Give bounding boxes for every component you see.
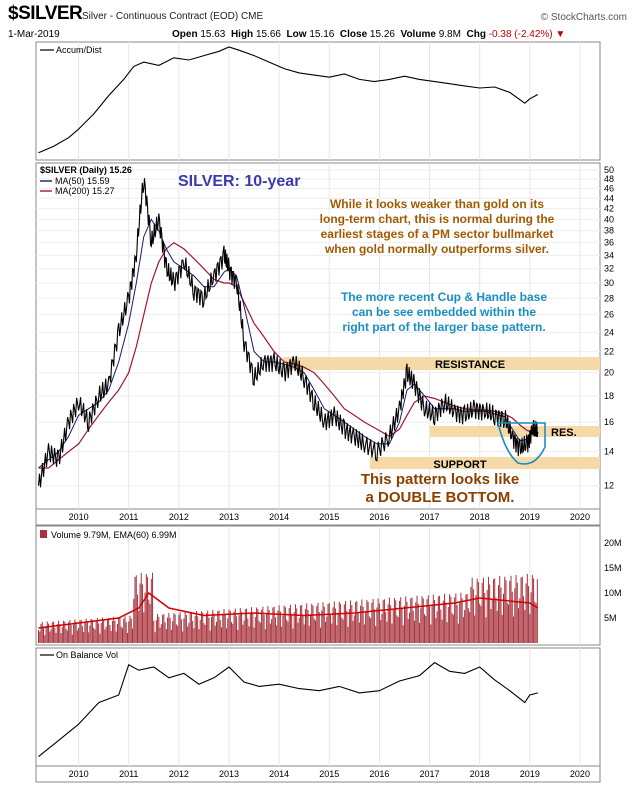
symbol-description: Silver - Continuous Contract (EOD) CME [82,11,264,22]
price-tick-label: 44 [604,193,614,203]
volume-ema-line [38,591,539,629]
svg-text:MA(50) 15.59: MA(50) 15.59 [55,176,110,186]
year-label: 2016 [369,512,389,522]
svg-text:MA(200) 15.27: MA(200) 15.27 [55,186,115,196]
year-label: 2011 [119,512,138,522]
accum-dist-panel [35,41,601,161]
price-legend: $SILVER (Daily) 15.26 MA(50) 15.59 MA(20… [40,165,132,196]
svg-text:right part of the larger base: right part of the larger base pattern. [342,320,545,334]
ohlc-summary: Open 15.63 High 15.66 Low 15.16 Close 15… [172,29,566,40]
year-label: 2012 [169,769,189,779]
volume-tick-label: 15M [604,563,622,573]
comment-weak-vs-gold: While it looks weaker than gold on its l… [320,197,555,256]
svg-text:$SILVER (Daily) 15.26: $SILVER (Daily) 15.26 [40,165,132,175]
resistance-label: RESISTANCE [435,359,505,371]
svg-text:earliest stages of a PM sector: earliest stages of a PM sector bullmarke… [321,227,554,241]
xaxis-strip-2 [35,765,601,783]
year-label: 2018 [470,769,490,779]
price-tick-label: 18 [604,391,614,401]
resistance-band [283,357,600,370]
price-tick-label: 26 [604,310,614,320]
svg-text:The more recent Cup & Handle b: The more recent Cup & Handle base [341,290,547,304]
year-label: 2017 [420,769,440,779]
year-label: 2018 [470,512,490,522]
year-label: 2011 [119,769,138,779]
year-label: 2014 [269,512,289,522]
svg-text:While it looks weaker than gol: While it looks weaker than gold on its [330,197,544,211]
year-label: 2019 [520,512,540,522]
double-bottom-comment: This pattern looks like a DOUBLE BOTTOM. [361,471,519,506]
symbol-title: $SILVER [8,3,83,24]
price-line [37,178,539,488]
chart-annotation-title: SILVER: 10-year [178,173,300,190]
year-label: 2013 [219,512,239,522]
year-label: 2020 [570,769,590,779]
price-tick-label: 32 [604,264,614,274]
svg-text:can be see embedded within the: can be see embedded within the [352,305,536,319]
xaxis-strip-1 [35,508,601,526]
volume-tick-label: 20M [604,538,622,548]
svg-text:Volume 9.79M, EMA(60) 6.99M: Volume 9.79M, EMA(60) 6.99M [51,530,177,540]
chart-header: $SILVER Silver - Continuous Contract (EO… [0,0,635,44]
price-tick-label: 12 [604,481,614,491]
obv-panel [35,647,601,767]
stockcharts-brand: © StockCharts.com [540,12,627,23]
support-label: SUPPORT [433,459,486,471]
year-label: 2015 [319,512,339,522]
price-tick-label: 16 [604,417,614,427]
year-label: 2017 [420,512,440,522]
price-tick-label: 48 [604,174,614,184]
price-tick-label: 38 [604,226,614,236]
price-tick-label: 50 [604,165,614,175]
price-tick-label: 28 [604,293,614,303]
year-label: 2010 [69,769,89,779]
price-tick-label: 30 [604,278,614,288]
svg-text:On Balance Vol: On Balance Vol [56,650,118,660]
price-tick-label: 20 [604,368,614,378]
year-label: 2014 [269,769,289,779]
year-label: 2020 [570,512,590,522]
accum-dist-line [38,46,539,154]
price-tick-label: 42 [604,204,614,214]
svg-text:This pattern looks like: This pattern looks like [361,471,519,488]
price-tick-label: 36 [604,238,614,248]
svg-text:Accum/Dist: Accum/Dist [56,45,102,55]
quote-date: 1-Mar-2019 [8,29,60,40]
price-tick-label: 24 [604,327,614,337]
price-tick-label: 14 [604,447,614,457]
year-label: 2019 [520,769,540,779]
year-label: 2012 [169,512,189,522]
volume-legend: Volume 9.79M, EMA(60) 6.99M [40,530,177,540]
svg-text:when gold normally outperforms: when gold normally outperforms silver. [324,242,549,256]
price-tick-label: 46 [604,183,614,193]
svg-text:long-term chart, this is norma: long-term chart, this is normal during t… [320,212,555,226]
year-label: 2015 [319,769,339,779]
year-label: 2016 [369,769,389,779]
comment-cup-handle: The more recent Cup & Handle base can be… [341,290,547,334]
year-label: 2010 [69,512,89,522]
obv-legend: On Balance Vol [40,650,118,660]
year-label: 2013 [219,769,239,779]
svg-text:a DOUBLE BOTTOM.: a DOUBLE BOTTOM. [366,489,515,506]
res-label: RES. [551,427,577,439]
volume-tick-label: 5M [604,613,617,623]
price-tick-label: 34 [604,250,614,260]
cup-handle-outline [496,422,546,465]
volume-tick-label: 10M [604,588,622,598]
res-band [430,426,600,437]
support-band [370,457,600,469]
price-tick-label: 40 [604,214,614,224]
price-tick-label: 22 [604,347,614,357]
accum-dist-legend: Accum/Dist [40,45,102,55]
obv-line [38,661,538,758]
